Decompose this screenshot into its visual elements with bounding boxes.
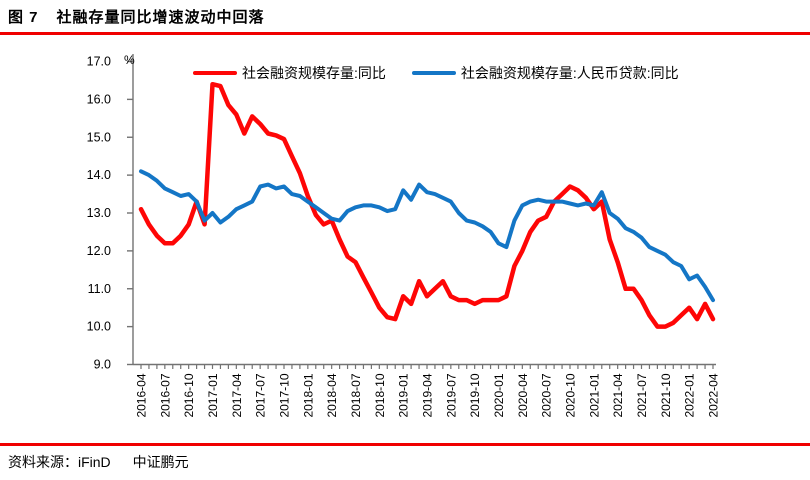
svg-text:2017-10: 2017-10: [278, 373, 292, 417]
brand-name: 中证鹏元: [132, 454, 189, 470]
legend-swatch-blue-line: [411, 70, 456, 76]
legend-label: 社会融资规模存量:人民币贷款:同比: [460, 65, 679, 81]
svg-text:11.0: 11.0: [88, 282, 111, 296]
svg-text:9.0: 9.0: [94, 358, 111, 372]
svg-text:10.0: 10.0: [87, 320, 111, 334]
figure-title: 图 7 社融存量同比增速波动中回落: [8, 6, 265, 27]
svg-text:2018-10: 2018-10: [373, 373, 387, 417]
svg-text:12.0: 12.0: [87, 244, 111, 258]
svg-text:%: %: [124, 53, 135, 67]
svg-text:2018-01: 2018-01: [301, 373, 315, 417]
svg-text:15.0: 15.0: [87, 130, 111, 144]
svg-text:2018-04: 2018-04: [325, 373, 339, 417]
chart-legend: 社会融资规模存量:同比 社会融资规模存量:人民币贷款:同比: [193, 63, 679, 83]
svg-text:2021-01: 2021-01: [587, 373, 601, 417]
legend-swatch-red-line: [193, 70, 237, 76]
svg-text:2017-01: 2017-01: [206, 373, 220, 417]
svg-text:2017-04: 2017-04: [230, 373, 244, 417]
svg-text:2022-04: 2022-04: [707, 373, 721, 417]
svg-text:2020-10: 2020-10: [564, 373, 578, 417]
svg-text:2018-07: 2018-07: [349, 373, 363, 417]
figure-label: 图 7: [8, 9, 39, 26]
svg-text:2020-01: 2020-01: [492, 373, 506, 417]
legend-label: 社会融资规模存量:同比: [242, 65, 386, 81]
svg-text:2019-04: 2019-04: [421, 373, 435, 417]
svg-text:2021-10: 2021-10: [659, 373, 673, 417]
svg-text:2019-01: 2019-01: [397, 373, 411, 417]
svg-text:13.0: 13.0: [87, 206, 111, 220]
svg-text:2016-07: 2016-07: [158, 373, 172, 417]
svg-text:17.0: 17.0: [87, 55, 111, 69]
top-red-rule: [0, 32, 810, 35]
bottom-red-rule: [0, 443, 810, 446]
svg-text:2019-07: 2019-07: [444, 373, 458, 417]
figure-title-text: 社融存量同比增速波动中回落: [56, 9, 265, 26]
svg-text:14.0: 14.0: [87, 168, 111, 182]
svg-text:2017-07: 2017-07: [254, 373, 268, 417]
svg-text:2016-04: 2016-04: [135, 373, 149, 417]
svg-text:2020-04: 2020-04: [516, 373, 530, 417]
svg-text:2021-07: 2021-07: [635, 373, 649, 417]
source-note: 资料来源：iFinD 中证鹏元: [8, 452, 189, 472]
source-name: iFinD: [78, 454, 111, 470]
svg-text:2016-10: 2016-10: [182, 373, 196, 417]
legend-item-rmb-loans-yoy: 社会融资规模存量:人民币贷款:同比: [411, 63, 679, 83]
svg-text:2020-07: 2020-07: [540, 373, 554, 417]
source-label: 资料来源：: [8, 454, 78, 470]
svg-text:16.0: 16.0: [87, 92, 111, 106]
svg-text:2022-01: 2022-01: [683, 373, 697, 417]
svg-text:2021-04: 2021-04: [611, 373, 625, 417]
legend-item-tsf-yoy: 社会融资规模存量:同比: [193, 63, 386, 83]
svg-text:2019-10: 2019-10: [468, 373, 482, 417]
